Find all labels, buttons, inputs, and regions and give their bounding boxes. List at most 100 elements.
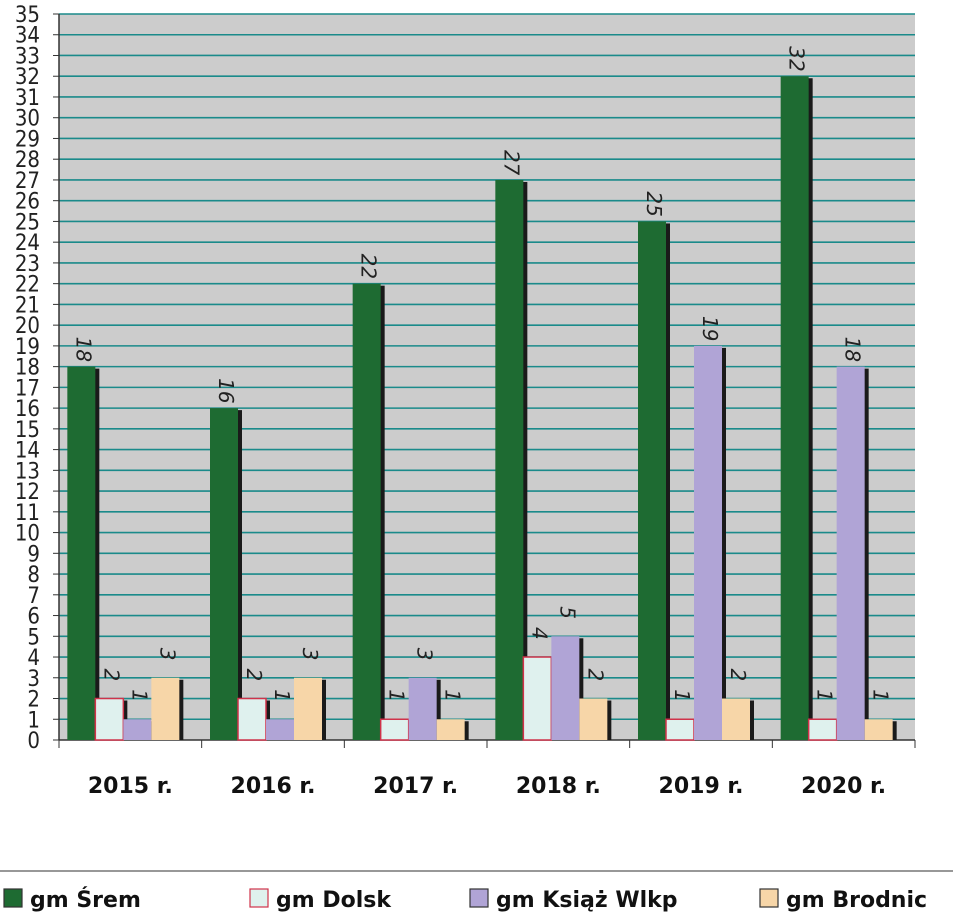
bar (551, 636, 580, 740)
y-tick-label: 5 (27, 625, 40, 650)
data-label: 27 (499, 150, 523, 176)
data-label: 18 (841, 337, 865, 362)
data-label: 16 (214, 378, 238, 403)
bar (694, 345, 722, 740)
y-tick-label: 16 (15, 397, 40, 422)
y-tick-label: 25 (15, 210, 40, 235)
x-tick-label: 2018 r. (516, 774, 601, 799)
data-label: 1 (385, 689, 409, 702)
bar (836, 366, 865, 740)
y-tick-label: 32 (15, 65, 40, 90)
bar (780, 76, 809, 740)
data-label: 1 (441, 689, 465, 702)
bars (67, 76, 897, 741)
y-tick-label: 0 (27, 729, 40, 754)
y-tick-label: 29 (15, 127, 40, 152)
y-tick-label: 7 (27, 584, 40, 609)
data-label: 19 (698, 316, 722, 341)
bar (210, 408, 238, 740)
bar (408, 677, 437, 740)
bar (522, 656, 553, 741)
data-label: 2 (242, 669, 266, 682)
legend: gm Śrem gm Dolsk gm Książ Wlkp gm Brodnic (3, 887, 927, 913)
x-tick-label: 2017 r. (373, 774, 458, 799)
x-axis: 2015 r. 2016 r. 2017 r. 2018 r. 2019 r. 2020 … (58, 739, 916, 799)
data-label: 18 (71, 337, 95, 362)
data-label: 1 (869, 689, 893, 702)
y-tick-label: 9 (27, 542, 40, 567)
plot-area (59, 14, 915, 740)
bar (665, 718, 695, 741)
y-tick-label: 24 (15, 231, 40, 256)
y-tick-label: 12 (15, 480, 40, 505)
y-tick-label: 3 (27, 667, 40, 692)
bar (266, 719, 294, 740)
legend-label: gm Śrem (30, 887, 141, 913)
legend-swatch (759, 888, 779, 908)
data-label: 4 (527, 627, 551, 640)
data-label: 2 (99, 669, 123, 682)
bar (864, 719, 893, 740)
y-tick-label: 20 (15, 314, 40, 339)
y-tick-label: 19 (15, 335, 40, 360)
y-tick-label: 11 (15, 501, 40, 526)
data-label: 2 (726, 669, 750, 682)
y-tick-label: 27 (15, 169, 40, 194)
bar (151, 677, 180, 740)
bar (379, 718, 410, 741)
y-tick-label: 6 (27, 605, 40, 630)
y-tick-label: 21 (15, 293, 40, 318)
y-tick-label: 23 (15, 252, 40, 277)
y-tick-label: 13 (15, 459, 40, 484)
y-tick-label: 10 (15, 522, 40, 547)
y-tick-label: 2 (27, 688, 40, 713)
y-tick-label: 15 (15, 418, 40, 443)
legend-label: gm Brodnic (786, 888, 927, 913)
data-label: 1 (670, 689, 694, 702)
bar (294, 677, 322, 740)
x-tick-label: 2016 r. (231, 774, 316, 799)
y-tick-label: 17 (15, 376, 40, 401)
legend-swatch (3, 888, 23, 908)
x-tick-label: 2015 r. (88, 774, 173, 799)
bar (352, 283, 381, 740)
bar (722, 698, 750, 740)
y-tick-label: 1 (27, 708, 40, 733)
gridlines (59, 13, 915, 721)
bar (94, 697, 125, 741)
data-label: 25 (642, 191, 666, 216)
bar (67, 366, 96, 740)
bar (807, 718, 838, 741)
y-tick-label: 33 (15, 44, 40, 69)
y-tick-label: 18 (15, 356, 40, 381)
y-tick-label: 22 (15, 273, 40, 298)
legend-label: gm Dolsk (276, 888, 392, 913)
y-tick-label: 8 (27, 563, 40, 588)
y-axis: 0123456789101112131415161718192021222324… (15, 3, 60, 754)
data-label: 1 (270, 689, 294, 702)
y-tick-label: 30 (15, 107, 40, 132)
data-label: 3 (298, 648, 322, 661)
legend-label: gm Książ Wlkp (496, 888, 678, 913)
y-tick-label: 4 (27, 646, 40, 671)
data-label: 3 (413, 648, 437, 661)
bar (638, 221, 666, 740)
legend-swatch (469, 888, 489, 908)
y-tick-label: 14 (15, 439, 40, 464)
data-label: 1 (127, 689, 151, 702)
data-label: 1 (813, 689, 837, 702)
data-label: 22 (357, 254, 381, 279)
legend-swatch (249, 888, 269, 908)
bar (495, 179, 524, 740)
y-tick-label: 28 (15, 148, 40, 173)
data-label: 2 (583, 669, 607, 682)
data-label: 32 (785, 46, 809, 71)
y-tick-label: 34 (15, 24, 40, 49)
y-tick-label: 35 (15, 3, 40, 28)
x-tick-label: 2019 r. (659, 774, 744, 799)
bar (579, 698, 608, 740)
bar (123, 719, 152, 740)
x-tick-label: 2020 r. (801, 774, 886, 799)
